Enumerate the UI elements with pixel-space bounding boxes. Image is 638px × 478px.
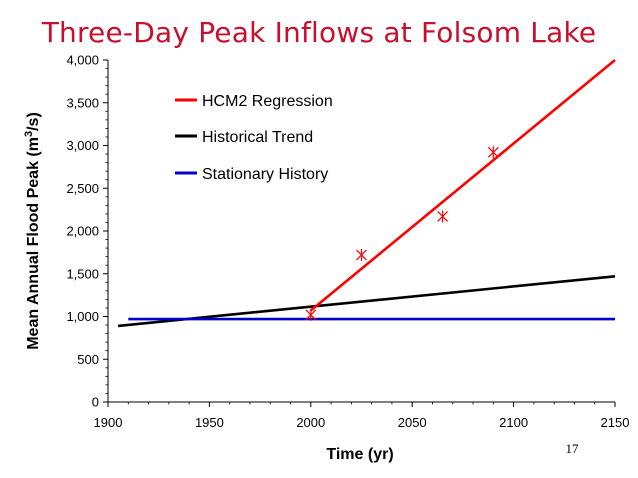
y-tick-label: 2,000 xyxy=(66,224,99,239)
x-tick-label: 2050 xyxy=(398,415,427,430)
y-tick-label: 500 xyxy=(77,352,99,367)
data-point-marker xyxy=(487,146,499,159)
legend-item-historical-trend: Historical Trend xyxy=(175,129,313,146)
x-tick-label: 2100 xyxy=(499,415,528,430)
legend: HCM2 Regression Historical Trend Stationar… xyxy=(175,93,333,183)
x-tick-label: 2150 xyxy=(601,415,630,430)
chart-title: Three-Day Peak Inflows at Folsom Lake xyxy=(41,16,597,49)
y-axis: 0 500 1,000 1,500 2,000 2,500 3,000 3,500 4,000 xyxy=(66,53,108,410)
y-tick-label: 3,000 xyxy=(66,138,99,153)
plot-area xyxy=(107,60,615,403)
y-tick-label: 4,000 xyxy=(66,53,99,68)
y-tick-label: 3,500 xyxy=(66,95,99,110)
y-axis-title-superscript: 3 xyxy=(23,131,35,137)
legend-item-hcm2-regression: HCM2 Regression xyxy=(175,93,333,110)
legend-item-stationary-history: Stationary History xyxy=(175,166,328,183)
legend-label: HCM2 Regression xyxy=(202,93,333,110)
legend-label: Stationary History xyxy=(202,166,328,183)
x-tick-label: 2000 xyxy=(296,415,325,430)
y-tick-label: 1,500 xyxy=(66,266,99,281)
y-axis-title-end: /s) xyxy=(25,112,42,131)
y-axis-title: Mean Annual Flood Peak (m3/s) xyxy=(23,112,42,350)
page-number: 17 xyxy=(566,441,580,456)
series-line-historical-trend xyxy=(117,275,616,328)
x-tick-label: 1900 xyxy=(94,415,123,430)
x-axis: 1900 1950 2000 2050 2100 2150 xyxy=(94,402,630,430)
y-axis-title-main: Mean Annual Flood Peak (m xyxy=(25,137,42,350)
y-tick-label: 2,500 xyxy=(66,181,99,196)
y-tick-label: 1,000 xyxy=(66,309,99,324)
data-markers xyxy=(305,146,499,321)
x-tick-label: 1950 xyxy=(195,415,224,430)
x-axis-title: Time (yr) xyxy=(326,446,393,463)
series-line-hcm2-regression xyxy=(309,58,616,312)
legend-label: Historical Trend xyxy=(202,129,313,146)
data-point-marker xyxy=(356,248,367,261)
data-point-marker xyxy=(305,308,317,321)
data-point-marker xyxy=(437,210,449,223)
y-tick-label: 0 xyxy=(92,395,99,410)
series-lines xyxy=(117,58,616,328)
